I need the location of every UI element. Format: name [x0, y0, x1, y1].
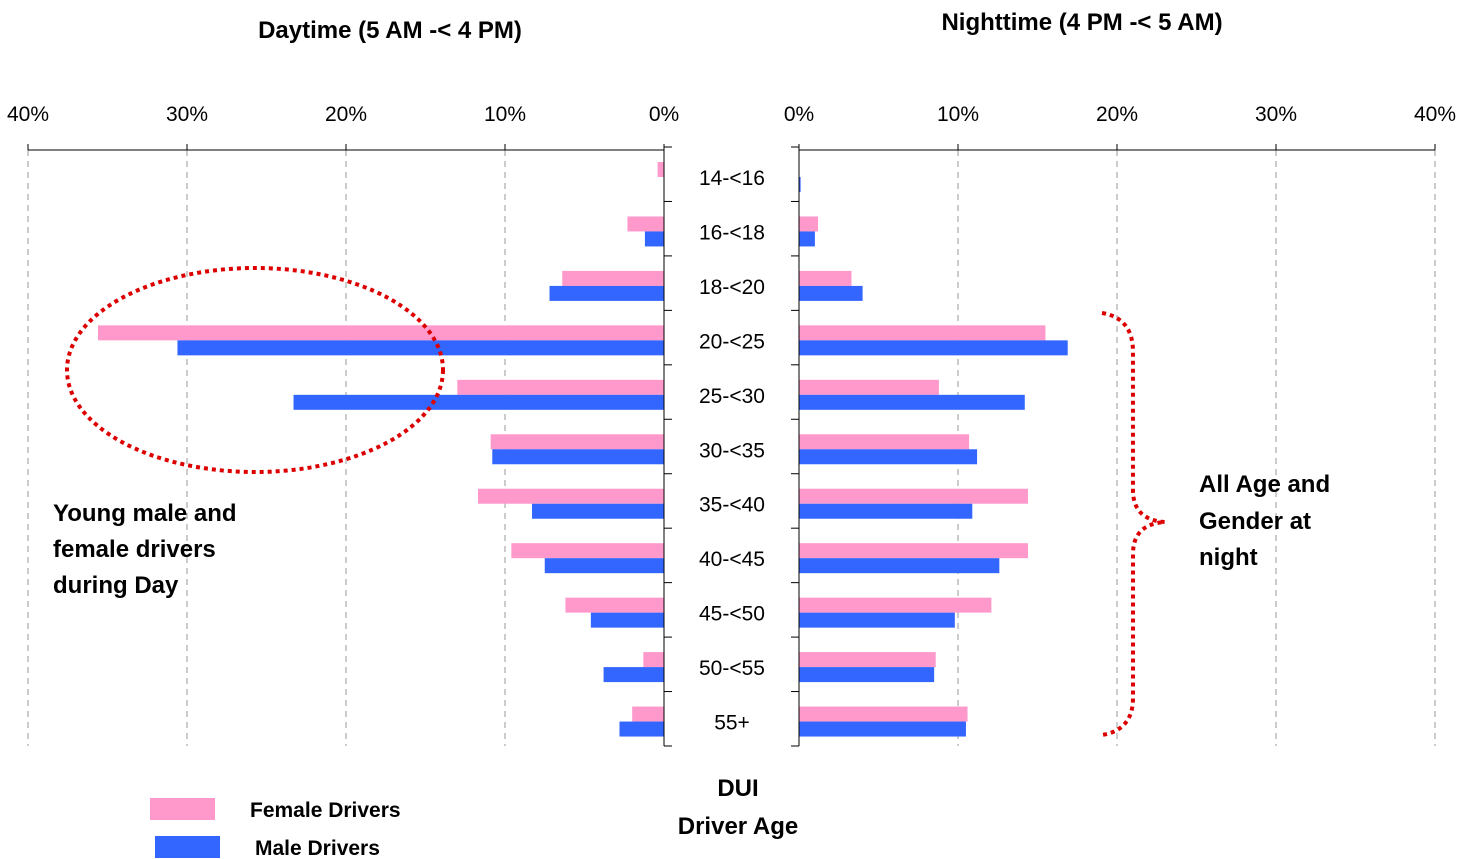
day-female-bar [490, 434, 664, 450]
day-male-bar [293, 394, 664, 410]
day-male-bar [532, 503, 664, 519]
night-female-bar [799, 652, 936, 668]
night-male-bar [799, 394, 1025, 410]
night-male-bar [799, 721, 966, 737]
category-label: 50-<55 [699, 657, 765, 680]
category-label: 18-<20 [699, 276, 765, 299]
legend-female-label: Female Drivers [250, 799, 401, 822]
day-annotation-line-1: Young male and [53, 500, 237, 527]
all-ages-night-brace [1101, 311, 1166, 737]
night-female-bar [799, 379, 939, 395]
category-label: 35-<40 [699, 494, 765, 517]
day-annotation-line-2: female drivers [53, 536, 216, 563]
category-label: 45-<50 [699, 603, 765, 626]
night-annotation-line-1: All Age and [1199, 471, 1330, 498]
day-tick-label: 10% [484, 103, 526, 126]
day-male-bar [603, 667, 664, 683]
day-male-bar [590, 612, 664, 628]
night-female-bar [799, 270, 852, 286]
day-female-bar [632, 706, 664, 722]
day-male-bar [549, 285, 664, 301]
night-annotation-line-3: night [1199, 544, 1258, 571]
night-male-bar [799, 231, 815, 247]
night-female-bar [799, 706, 968, 722]
axes [27, 144, 1436, 747]
day-female-bar [511, 543, 664, 559]
category-label: 55+ [714, 712, 750, 735]
bars [97, 162, 1068, 737]
day-tick-label: 30% [166, 103, 208, 126]
day-female-bar [562, 270, 664, 286]
night-tick-label: 10% [937, 103, 979, 126]
day-female-bar [565, 597, 664, 613]
night-female-bar [799, 597, 992, 613]
legend-female-swatch [150, 798, 215, 820]
night-tick-label: 20% [1096, 103, 1138, 126]
night-female-bar [799, 488, 1028, 504]
night-tick-label: 30% [1255, 103, 1297, 126]
day-male-bar [619, 721, 664, 737]
night-male-bar [799, 449, 978, 465]
day-female-bar [627, 216, 664, 232]
night-annotation-line-2: Gender at [1199, 508, 1311, 535]
night-male-bar [799, 340, 1068, 356]
category-labels: 14-<16 16-<18 18-<20 20-<25 25-<30 30-<35 35-<… [699, 167, 765, 735]
day-annotation-line-3: during Day [53, 572, 179, 599]
young-drivers-highlight-ellipse [65, 266, 445, 474]
category-label: 40-<45 [699, 548, 765, 571]
day-male-bar [492, 449, 664, 465]
legend-male-label: Male Drivers [255, 837, 380, 859]
night-male-bar [799, 285, 863, 301]
day-female-bar [457, 379, 664, 395]
day-tick-label: 40% [7, 103, 49, 126]
night-female-bar [799, 216, 819, 232]
day-tick-label: 0% [649, 103, 679, 126]
night-female-bar [799, 325, 1046, 341]
legend-male-swatch [155, 836, 220, 858]
night-female-bar [799, 543, 1028, 559]
category-label: 16-<18 [699, 221, 765, 244]
night-tick-label: 40% [1414, 103, 1456, 126]
nighttime-panel-title: Nighttime (4 PM -< 5 AM) [941, 9, 1222, 36]
night-male-bar [799, 612, 955, 628]
night-male-bar [799, 177, 801, 192]
daytime-panel-title: Daytime (5 AM -< 4 PM) [258, 17, 522, 44]
night-male-bar [799, 503, 973, 519]
day-male-bar [644, 231, 664, 247]
day-male-bar [177, 340, 664, 356]
day-tick-label: 20% [325, 103, 367, 126]
category-label: 25-<30 [699, 385, 765, 408]
category-axis-label-line-2: Driver Age [678, 813, 799, 840]
night-female-bar [799, 434, 970, 450]
day-male-bar [544, 558, 664, 574]
night-tick-label: 0% [784, 103, 814, 126]
category-label: 20-<25 [699, 330, 765, 353]
category-label: 30-<35 [699, 439, 765, 462]
day-female-bar [477, 488, 664, 504]
day-female-bar [657, 162, 664, 177]
category-label: 14-<16 [699, 167, 765, 190]
day-female-bar [643, 652, 664, 668]
tick-labels: 0% 10% 20% 30% 40% 0% 10% 20% 30% 40% [7, 103, 1456, 126]
day-female-bar [97, 325, 664, 341]
night-male-bar [799, 558, 1000, 574]
category-axis-label-line-1: DUI [717, 775, 758, 802]
night-male-bar [799, 667, 935, 683]
